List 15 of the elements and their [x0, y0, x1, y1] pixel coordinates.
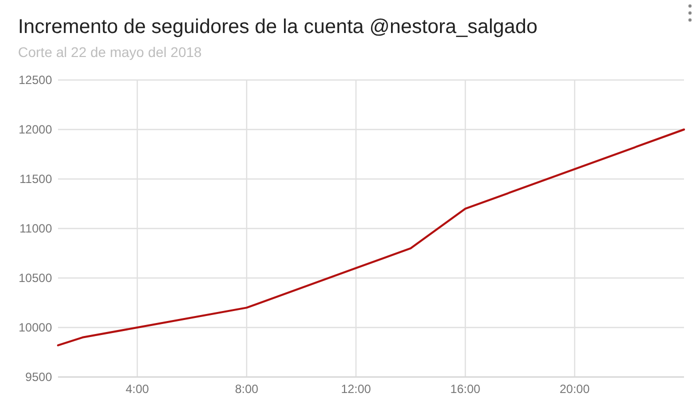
y-tick-label: 10000 [18, 320, 52, 335]
x-tick-label: 4:00 [126, 382, 150, 396]
x-tick-label: 12:00 [340, 382, 372, 396]
y-tick-label: 11500 [20, 172, 52, 186]
x-tick-label: 16:00 [450, 382, 481, 396]
chart-title: Incremento de seguidores de la cuenta @nestora_salgado [18, 16, 538, 38]
y-tick-label: 12500 [18, 73, 52, 88]
y-tick-label: 10500 [18, 271, 52, 286]
y-tick-label: 11000 [20, 222, 52, 236]
y-tick-label: 9500 [25, 370, 52, 384]
x-tick-label: 20:00 [560, 382, 590, 396]
x-tick-label: 8:00 [234, 382, 259, 396]
y-tick-label: 12000 [18, 122, 52, 137]
chart-subtitle: Corte al 22 de mayo del 2018 [18, 44, 202, 60]
line-series [57, 128, 685, 346]
